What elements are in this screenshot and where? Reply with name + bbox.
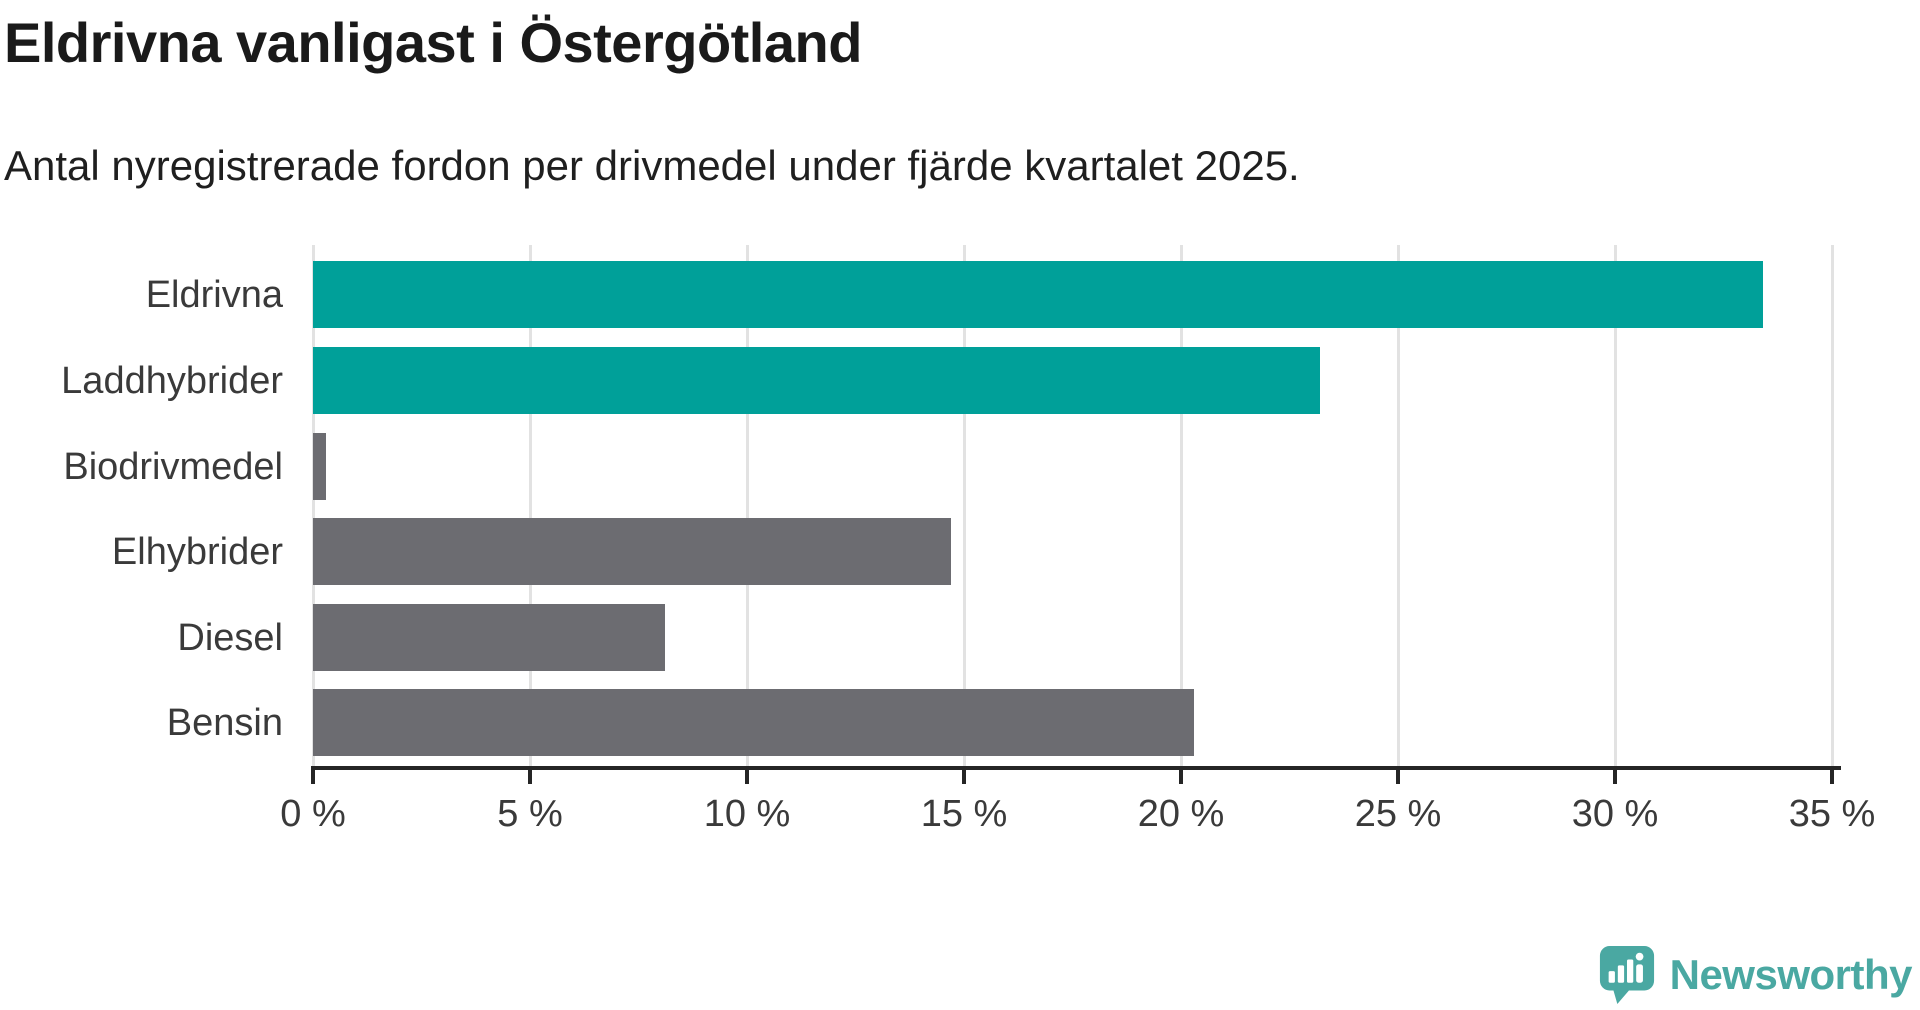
bar-eldrivna [313,261,1763,328]
x-tick-30 [1613,766,1617,784]
x-tick-label-5: 5 % [497,793,563,835]
x-tick-label-0: 0 % [280,793,346,835]
gridline-10% [746,245,749,767]
logo-bar-medium [1617,965,1624,983]
bar-elhybrider [313,518,951,585]
logo-exclamation-bar [1635,964,1643,983]
category-label-eldrivna: Eldrivna [145,273,283,316]
bar-biodrivmedel [313,433,327,500]
x-tick-25 [1396,766,1400,784]
x-tick-10 [745,766,749,784]
category-label-elhybrider: Elhybrider [111,530,283,573]
chart-subtitle: Antal nyregistrerade fordon per drivmede… [4,142,1300,189]
category-label-bensin: Bensin [166,701,283,744]
category-label-biodrivmedel: Biodrivmedel [63,445,283,488]
x-tick-0 [311,766,315,784]
bar-bensin [313,689,1195,756]
x-tick-label-25: 25 % [1354,793,1442,835]
logo-wordmark: Newsworthy [1669,951,1913,998]
chart-title: Eldrivna vanligast i Östergötland [4,11,862,74]
x-axis-line [311,766,1841,770]
x-tick-label-10: 10 % [703,793,791,835]
x-tick-15 [962,766,966,784]
branding: Newsworthy [1598,944,1913,1006]
gridline-25% [1397,245,1400,767]
gridline-5% [529,245,532,767]
logo-exclamation-dot [1635,952,1644,961]
x-tick-label-35: 35 % [1788,793,1876,835]
plot-area [312,245,1846,767]
gridline-35% [1831,245,1834,767]
gridline-20% [1180,245,1183,767]
bar-diesel [313,604,665,671]
x-tick-label-15: 15 % [920,793,1008,835]
category-label-diesel: Diesel [177,616,283,659]
logo-bar-small [1608,971,1615,983]
category-label-laddhybrider: Laddhybrider [61,359,283,402]
newsworthy-logo-icon [1599,946,1654,1004]
bar-laddhybrider [313,347,1320,414]
x-tick-35 [1830,766,1834,784]
x-tick-20 [1179,766,1183,784]
x-tick-5 [528,766,532,784]
x-tick-label-30: 30 % [1571,793,1659,835]
gridline-30% [1614,245,1617,767]
gridline-15% [963,245,966,767]
gridline-0% [312,245,315,767]
x-tick-label-20: 20 % [1137,793,1225,835]
logo-bar-large [1626,959,1633,983]
